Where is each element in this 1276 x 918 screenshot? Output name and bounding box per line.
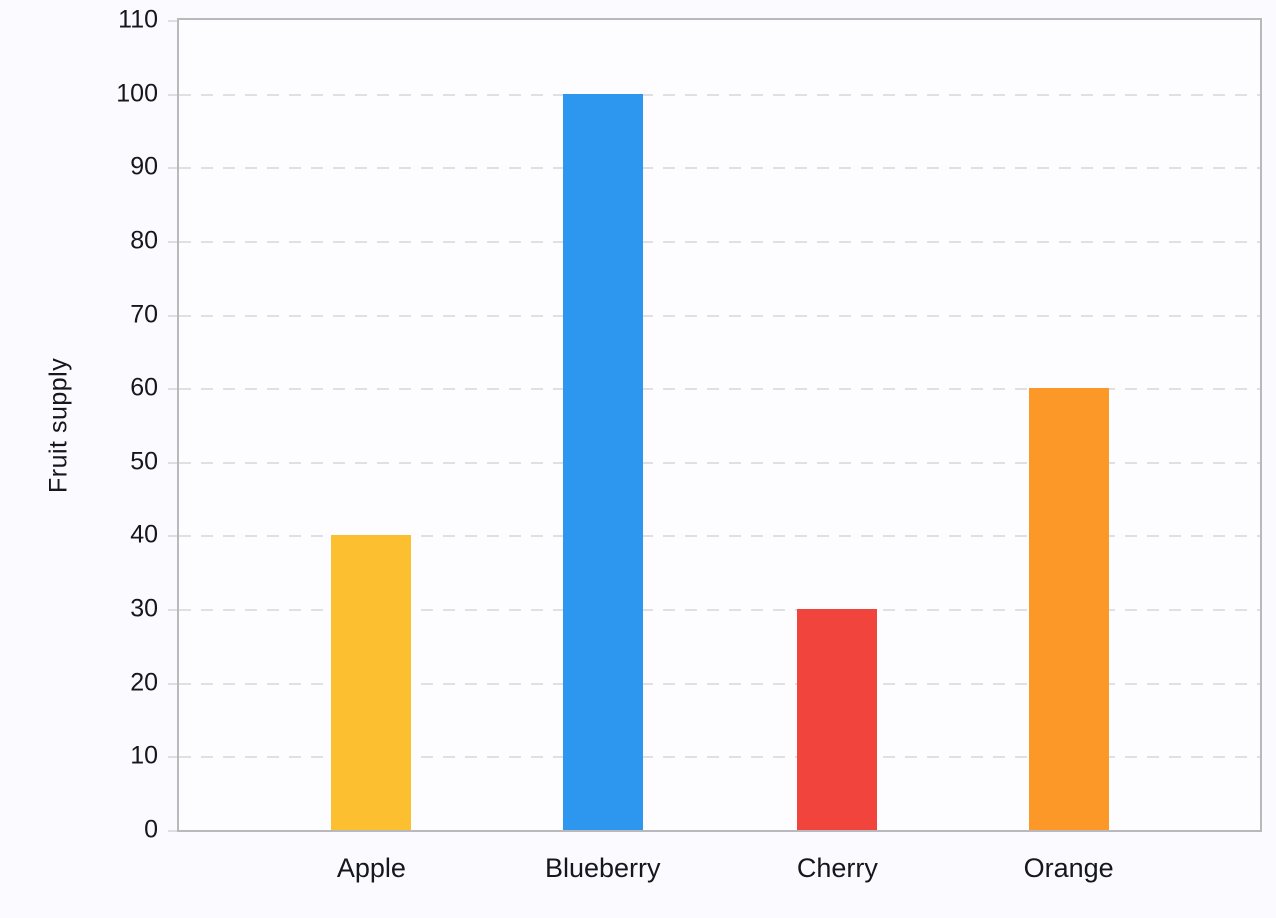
y-axis-tick-label: 60 [130,373,158,402]
y-axis-tick-mark [168,535,177,537]
y-axis-tick-label: 20 [130,668,158,697]
bar-orange [1028,388,1109,830]
y-axis-tick-mark [168,167,177,169]
y-axis-tick-label: 70 [130,300,158,329]
grid-line [179,94,1260,96]
bar-blueberry [562,94,643,830]
y-axis-tick-mark [168,462,177,464]
y-axis-tick-label: 0 [144,815,158,844]
x-axis-label-blueberry: Blueberry [544,853,661,883]
y-axis-tick-mark [168,609,177,611]
y-axis-tick-mark [168,315,177,317]
y-axis-tick-mark [168,388,177,390]
y-axis-tick-mark [168,241,177,243]
y-axis-tick-mark [168,683,177,685]
y-axis-tick-label: 110 [118,5,158,34]
y-axis-tick-mark [168,20,177,22]
plot-area: 0 10 20 30 40 50 60 70 80 90 100 110 Apple Blueberry C… [116,7,1262,882]
x-axis-label-cherry: Cherry [796,853,878,883]
grid-line [179,241,1260,243]
y-axis-tick-label: 10 [130,741,158,770]
y-axis-tick-mark [168,756,177,758]
bar-apple [331,535,412,830]
bar-cherry [797,609,878,830]
x-axis-label-orange: Orange [1023,853,1114,883]
grid-line [179,167,1260,169]
y-axis-tick-mark [168,94,177,96]
grid-line [179,315,1260,317]
x-axis-label-apple: Apple [336,853,406,883]
y-axis-tick-label: 90 [130,152,158,181]
y-axis-tick-label: 50 [130,447,158,476]
y-axis-tick-mark [168,830,177,832]
y-axis-title: Fruit supply [44,357,73,493]
y-axis-tick-label: 40 [130,520,158,549]
y-axis-tick-label: 100 [116,79,158,108]
y-axis-tick-label: 30 [130,594,158,623]
y-axis-tick-label: 80 [130,226,158,255]
